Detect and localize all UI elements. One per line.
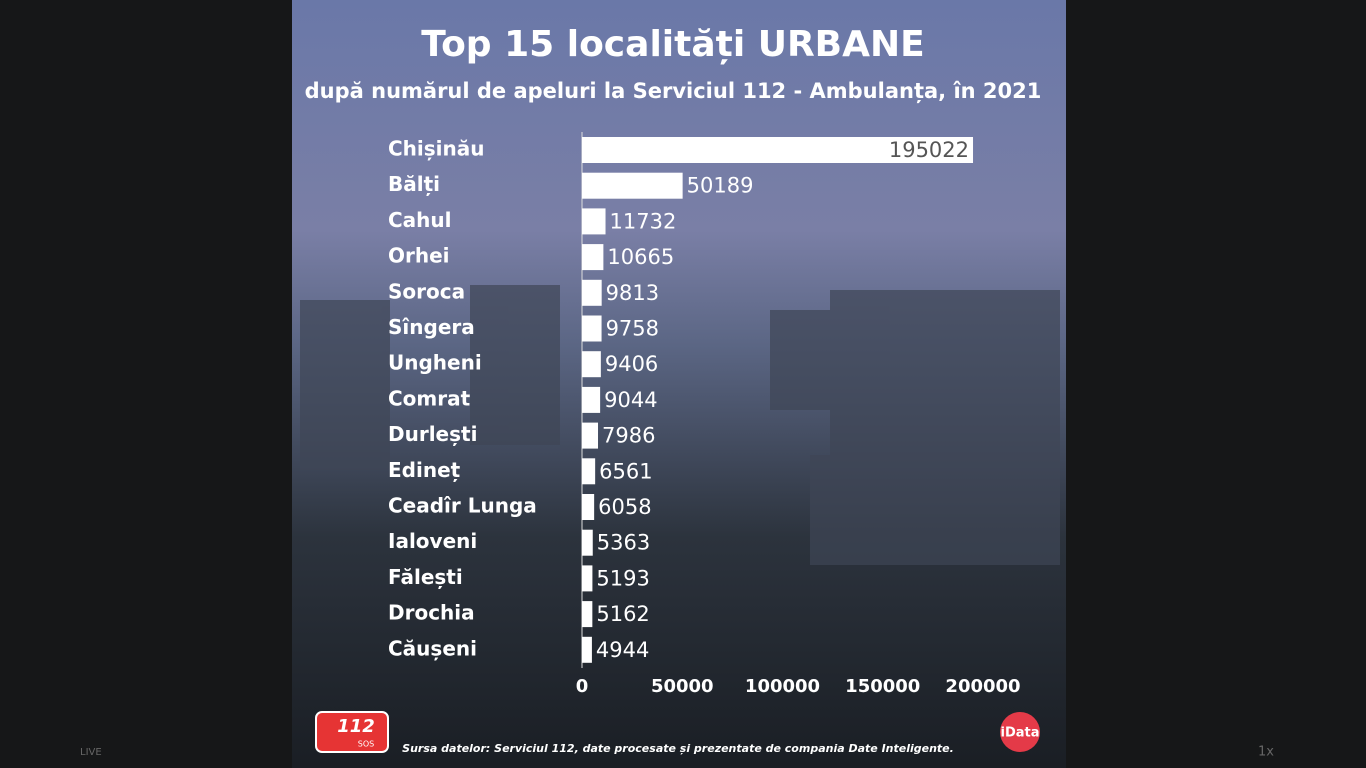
bar: [582, 315, 602, 342]
value-label: 6561: [599, 459, 652, 483]
bar: [582, 458, 596, 485]
logo-idata-text: iData: [1000, 726, 1039, 741]
city-silhouette: [300, 285, 1060, 565]
category-label: Sîngera: [388, 315, 475, 339]
value-label: 4944: [596, 638, 649, 662]
chart-title: Top 15 localități URBANE: [421, 24, 924, 65]
bar: [582, 422, 599, 449]
speed-button[interactable]: 1x: [1258, 745, 1274, 760]
logo-text: SOS: [358, 740, 374, 749]
value-label: 11732: [610, 209, 677, 233]
category-label: Căușeni: [388, 636, 477, 660]
x-tick-label: 100000: [745, 676, 820, 697]
category-label: Soroca: [388, 279, 465, 303]
bar: [582, 244, 604, 271]
value-label: 10665: [607, 245, 674, 269]
bar: [582, 137, 974, 163]
category-label: Bălți: [388, 172, 440, 196]
x-tick-label: 50000: [651, 676, 714, 697]
category-label: Durlești: [388, 422, 477, 446]
value-label: 195022: [889, 138, 969, 162]
value-label: 5162: [596, 602, 649, 626]
value-label: 7986: [602, 424, 655, 448]
value-label: 9406: [605, 352, 658, 376]
value-label: 5193: [596, 566, 649, 590]
category-label: Ungheni: [388, 351, 482, 375]
bar: [582, 386, 601, 413]
chart-subtitle: după numărul de apeluri la Serviciul 112…: [305, 79, 1042, 104]
category-label: Chișinău: [388, 137, 485, 161]
bar: [582, 279, 602, 306]
bar: [582, 565, 593, 592]
category-label: Comrat: [388, 386, 471, 410]
bar: [582, 494, 595, 520]
category-label: Orhei: [388, 244, 450, 268]
x-tick-label: 200000: [945, 676, 1020, 697]
bar: [582, 208, 606, 235]
bar: [582, 636, 592, 663]
source-note: Sursa datelor: Serviciul 112, date proce…: [402, 742, 954, 755]
x-tick-label: 150000: [845, 676, 920, 697]
value-label: 6058: [598, 495, 651, 519]
category-label: Ceadîr Lunga: [388, 494, 537, 518]
value-label: 9044: [604, 388, 657, 412]
value-label: 9813: [606, 281, 659, 305]
category-label: Fălești: [388, 565, 463, 589]
live-label[interactable]: LIVE: [80, 747, 102, 758]
category-label: Edineț: [388, 458, 461, 482]
value-label: 9758: [606, 317, 659, 341]
logo-number: 112: [337, 716, 375, 737]
category-label: Cahul: [388, 208, 452, 232]
logo-112: 112 SOS: [315, 711, 389, 753]
bar: [582, 529, 593, 556]
bar: [582, 172, 683, 199]
category-label: Ialoveni: [388, 529, 477, 553]
x-tick-label: 0: [576, 676, 589, 697]
value-label: 50189: [687, 174, 754, 198]
value-label: 5363: [597, 531, 650, 555]
logo-idata: [1000, 712, 1040, 752]
bar: [582, 601, 593, 628]
bar: [582, 351, 601, 378]
category-label: Drochia: [388, 601, 475, 625]
